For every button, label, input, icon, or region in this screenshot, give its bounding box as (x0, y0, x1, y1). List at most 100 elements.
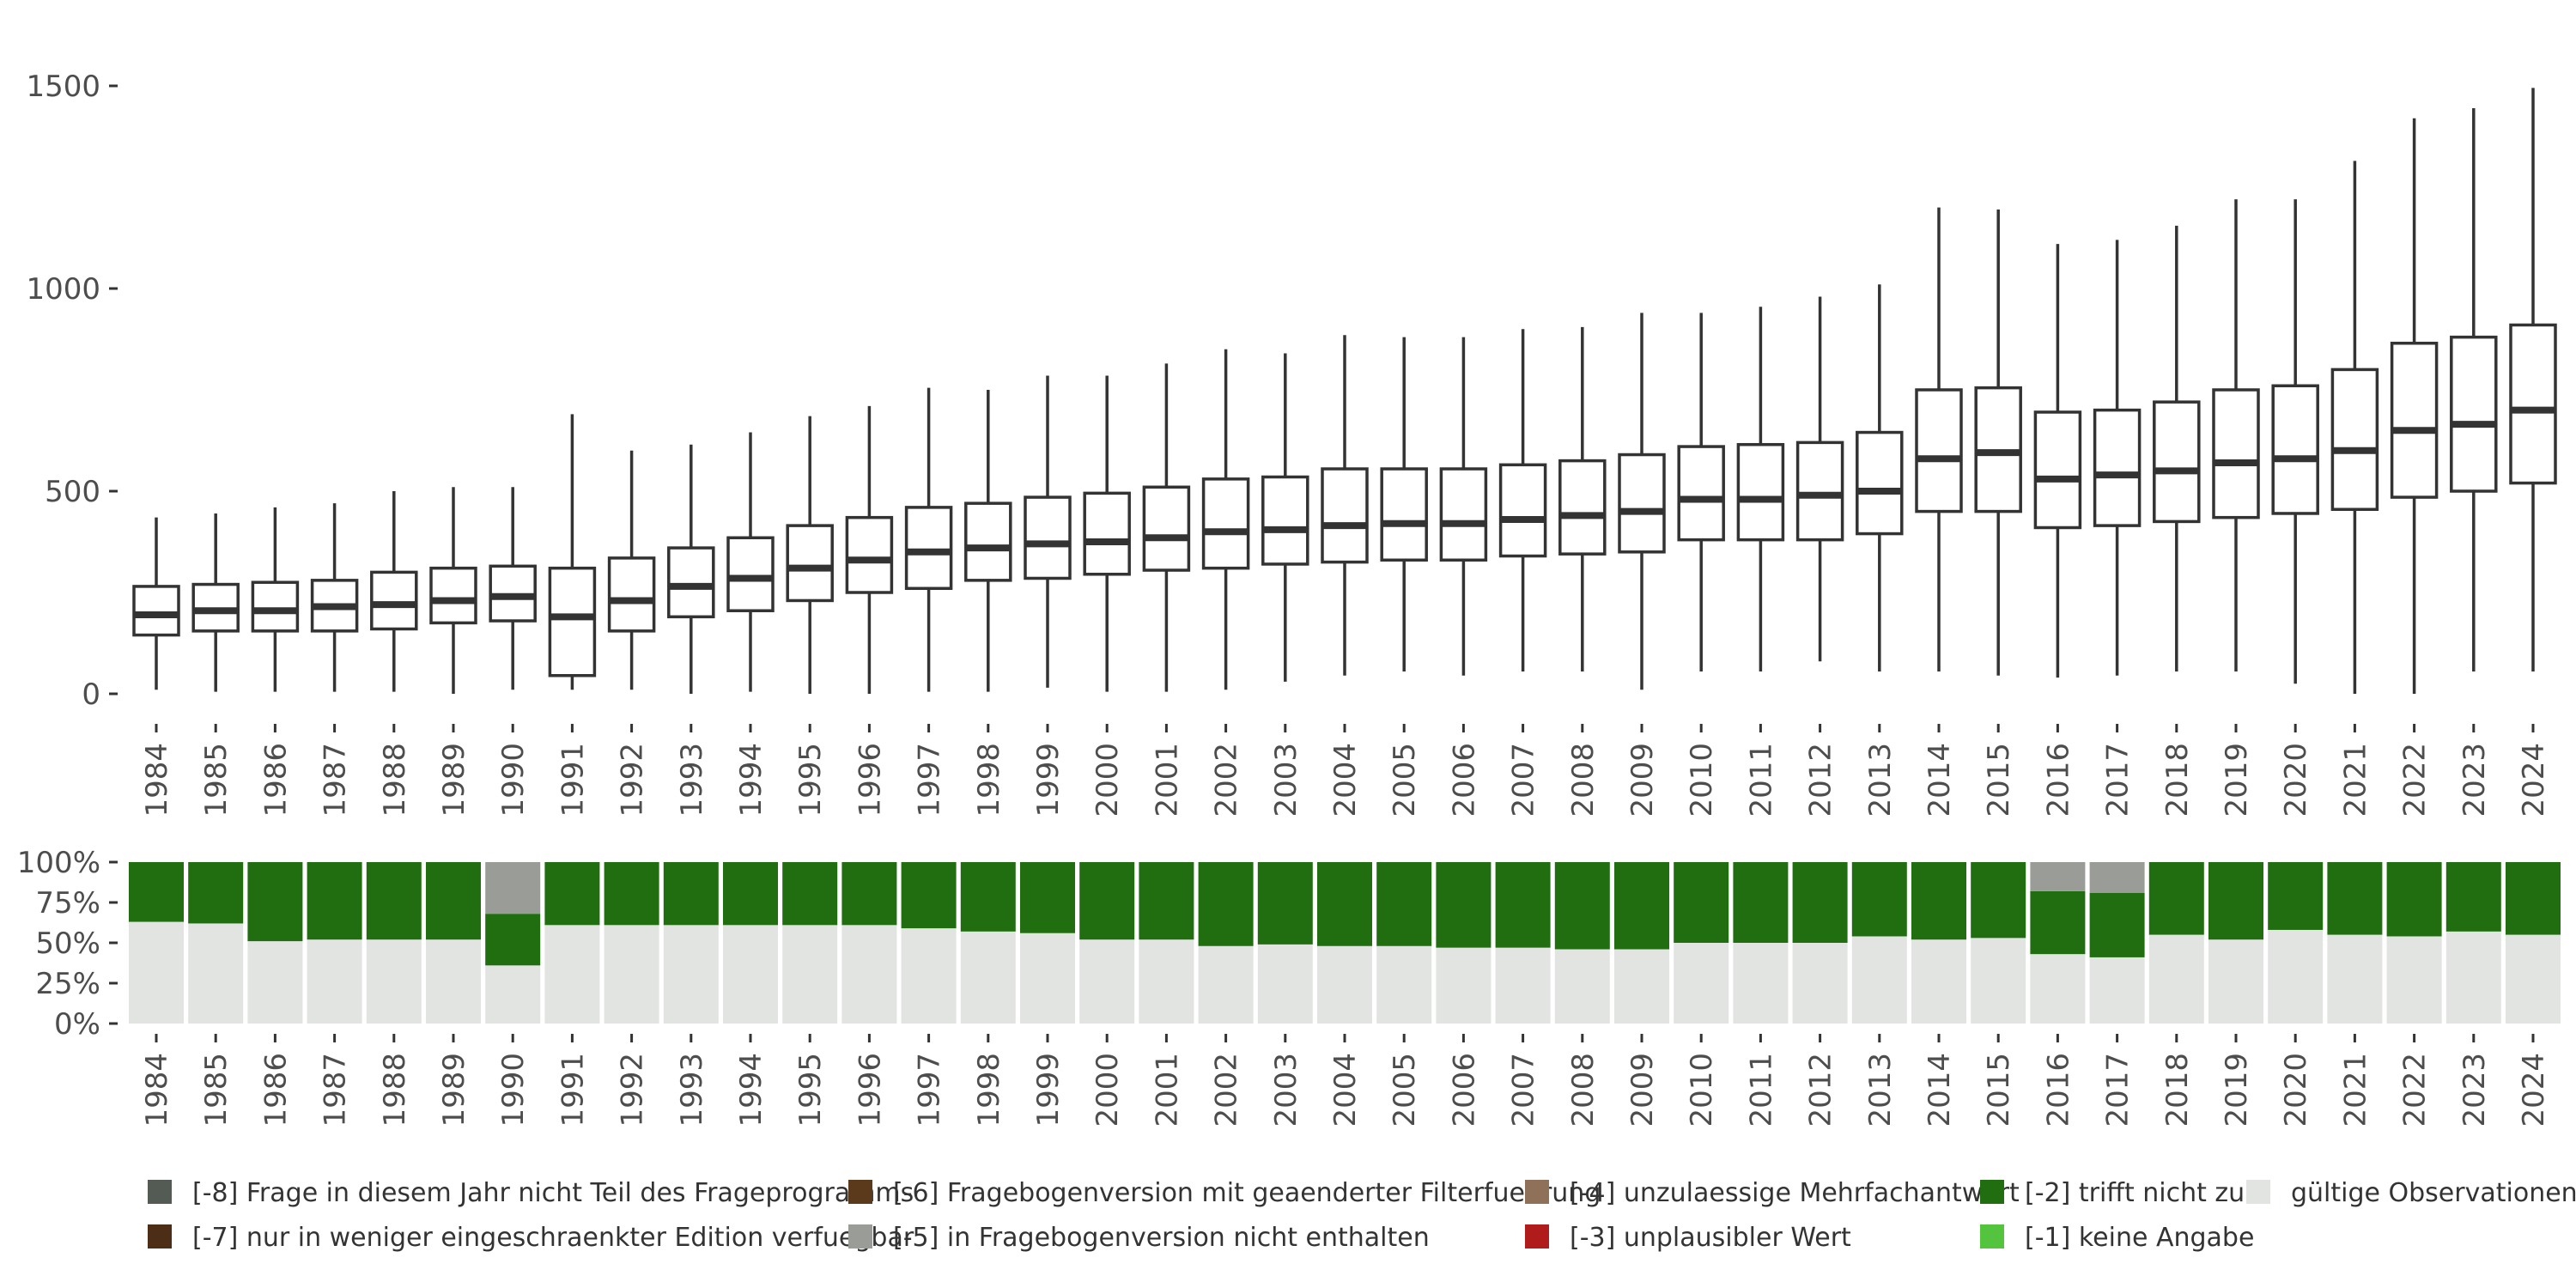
bar-segment (841, 862, 897, 926)
bar-segment (901, 862, 957, 929)
x-tick-label: 2019 (2220, 1053, 2254, 1127)
x-tick-label: 2006 (1447, 743, 1481, 817)
bar-segment (2030, 890, 2086, 955)
box-iqr (2153, 400, 2201, 524)
bar-segment (1911, 862, 1966, 940)
y-tick-label: 0 (82, 677, 100, 712)
x-tick-label: 2022 (2398, 743, 2433, 817)
x-tick-label: 1987 (319, 1053, 353, 1127)
bar-segment (723, 925, 778, 1024)
bar-segment (1733, 943, 1789, 1024)
x-tick-label: 1997 (913, 743, 947, 817)
x-tick-label: 2014 (1923, 743, 1957, 817)
x-tick-label: 2018 (2160, 743, 2195, 817)
x-tick-label: 2016 (2041, 1053, 2075, 1127)
x-tick-label: 1987 (319, 743, 353, 817)
bar-segment (1257, 944, 1313, 1024)
bar-segment (604, 925, 659, 1024)
y-tick-label: 1500 (26, 70, 100, 104)
box-iqr (1439, 467, 1488, 562)
x-tick-label: 1984 (140, 743, 174, 817)
bar-segment (1198, 862, 1254, 946)
x-tick-label: 2013 (1863, 1053, 1898, 1127)
legend-swatch (848, 1224, 872, 1249)
x-tick-label: 1992 (616, 743, 650, 817)
x-tick-label: 2004 (1328, 743, 1363, 817)
x-tick-label: 1999 (1031, 1053, 1066, 1127)
x-tick-label: 2013 (1863, 743, 1898, 817)
box-iqr (2033, 410, 2082, 530)
bar-segment (1911, 939, 1966, 1024)
boxplot-panel: 0 500 1000 1500 1984 1985 1986 1987 1988 1989 1990… (26, 70, 2557, 817)
bar-segment (2148, 862, 2204, 935)
x-tick-label: 1992 (616, 1053, 650, 1127)
bar-segment (544, 862, 600, 926)
bar-segment (485, 914, 541, 966)
legend-swatch (1980, 1224, 2004, 1249)
bar-segment (1792, 862, 1848, 943)
box-iqr (1498, 463, 1547, 558)
box-iqr (1380, 467, 1428, 562)
x-tick-label: 2015 (1982, 1053, 2016, 1127)
bar-segment (1614, 862, 1669, 950)
bar-segment (2268, 929, 2324, 1024)
x-tick-label: 1989 (437, 743, 471, 817)
x-tick-label: 1998 (972, 743, 1006, 817)
box-iqr (429, 566, 477, 625)
x-tick-label: 2003 (1269, 743, 1303, 817)
legend-swatch (848, 1180, 872, 1204)
box-iqr (1024, 495, 1072, 580)
x-tick-label: 1993 (675, 743, 709, 817)
bar-segment (1733, 862, 1789, 943)
bar-segment (1851, 862, 1907, 937)
box-iqr (1915, 388, 1963, 513)
box-iqr (1736, 442, 1785, 542)
y-tick-label: 500 (45, 475, 100, 509)
y-tick-label: 0% (54, 1007, 100, 1042)
y-tick-label: 75% (35, 886, 100, 920)
bar-segment (2268, 862, 2324, 930)
x-tick-label: 1995 (793, 1053, 828, 1127)
bar-segment (2506, 862, 2561, 935)
x-tick-label: 2023 (2458, 1053, 2492, 1127)
bar-segment (1376, 945, 1432, 1024)
bar-segment (2089, 957, 2145, 1024)
box-iqr (2450, 335, 2498, 493)
x-tick-label: 2009 (1625, 1053, 1660, 1127)
bar-segment (307, 862, 362, 940)
x-tick-label: 2011 (1744, 743, 1778, 817)
bar-segment (247, 862, 303, 942)
x-tick-label: 2006 (1447, 1053, 1481, 1127)
bar-segment (1198, 945, 1254, 1024)
x-tick-label: 2020 (2279, 743, 2313, 817)
box-iqr (2212, 388, 2260, 519)
bar-segment (366, 862, 422, 940)
box-iqr (132, 585, 180, 637)
x-tick-label: 2020 (2279, 1053, 2313, 1127)
bar-segment (1792, 943, 1848, 1024)
bar-segment (2445, 931, 2501, 1024)
x-tick-label: 1985 (199, 743, 234, 817)
bar-segment (129, 862, 184, 922)
x-tick-label: 2007 (1507, 1053, 1541, 1127)
x-tick-label: 2022 (2398, 1053, 2433, 1127)
legend-label: [-1] keine Angabe (2025, 1223, 2254, 1253)
x-tick-label: 1986 (258, 743, 293, 817)
bar-segment (188, 923, 244, 1024)
bar-segment (1376, 862, 1432, 946)
legend-swatch (1980, 1180, 2004, 1204)
bar-segment (2506, 934, 2561, 1024)
bar-segment (426, 939, 481, 1024)
box-iqr (2093, 408, 2142, 527)
bar-segment (129, 921, 184, 1024)
bar-segment (960, 931, 1016, 1024)
bar-segment (2089, 892, 2145, 957)
bar-segment (723, 862, 778, 926)
bar-segment (1674, 862, 1729, 943)
box-iqr (2390, 341, 2439, 499)
x-tick-label: 1990 (496, 743, 531, 817)
bar-segment (366, 939, 422, 1024)
bar-segment (1495, 862, 1551, 948)
bar-segment (2030, 954, 2086, 1024)
